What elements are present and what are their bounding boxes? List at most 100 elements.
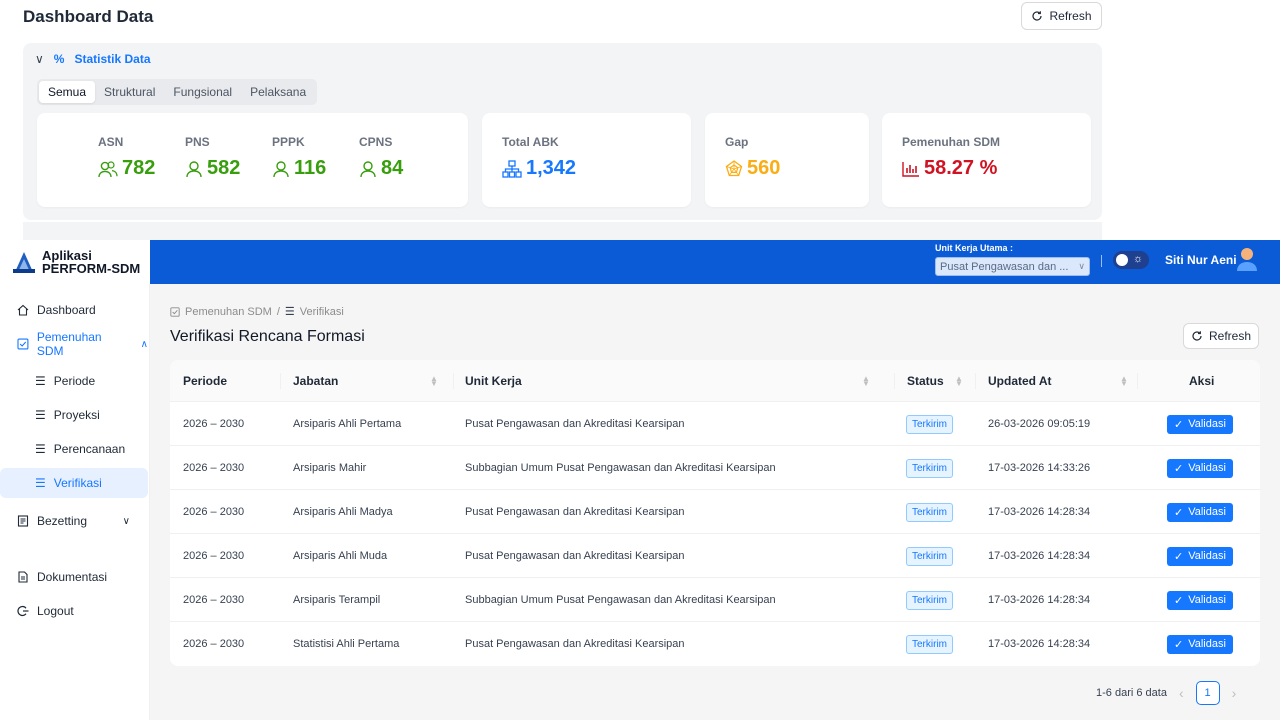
validasi-label: Validasi	[1188, 506, 1226, 518]
sidebar-item-label: Dashboard	[37, 303, 96, 317]
pemenuhan-metric: Pemenuhan SDM 58.27 %	[902, 135, 1000, 180]
validasi-button[interactable]: ✓ Validasi	[1167, 634, 1233, 654]
navbar-divider	[1101, 255, 1102, 267]
pppk-metric: PPPK 116	[272, 135, 326, 180]
sidebar-item-proyeksi[interactable]: ☰ Proyeksi	[0, 400, 148, 430]
sort-icon[interactable]: ▲ ▼	[955, 374, 963, 388]
cell-periode: 2026 – 2030	[183, 418, 245, 430]
validasi-button[interactable]: ✓ Validasi	[1167, 590, 1233, 610]
sidebar: Dashboard Pemenuhan SDM ∧ ☰ Periode ☰ Pr…	[0, 284, 150, 720]
chevron-down-icon: ∨	[122, 515, 130, 527]
dashboard-refresh-label: Refresh	[1049, 9, 1092, 23]
cell-unit-kerja: Pusat Pengawasan dan Akreditasi Kearsipa…	[465, 638, 685, 650]
tab-semua[interactable]: Semua	[39, 81, 96, 103]
logout-icon	[17, 605, 29, 617]
pppk-value: 116	[294, 157, 327, 179]
status-badge: Terkirim	[906, 502, 953, 522]
sidebar-item-label: Logout	[37, 604, 74, 618]
page-number-button[interactable]: 1	[1195, 681, 1220, 705]
check-icon: ✓	[1174, 418, 1184, 431]
cell-jabatan: Arsiparis Mahir	[293, 462, 367, 474]
validasi-button[interactable]: ✓ Validasi	[1167, 414, 1233, 434]
cell-periode: 2026 – 2030	[183, 638, 245, 650]
pagination: 1-6 dari 6 data ‹ 1 ›	[1096, 681, 1236, 705]
column-status[interactable]: Status ▲ ▼	[907, 360, 967, 402]
unit-kerja-value: Pusat Pengawasan dan ...	[940, 260, 1068, 273]
sidebar-item-dashboard[interactable]: Dashboard	[0, 295, 148, 325]
cell-updated-at: 17-03-2026 14:33:26	[988, 462, 1091, 474]
sun-icon: ☼	[1133, 253, 1144, 265]
check-icon: ✓	[1174, 550, 1184, 563]
org-chart-icon	[502, 159, 522, 178]
gap-metric: Gap 560	[725, 135, 780, 180]
cell-jabatan: Arsiparis Ahli Muda	[293, 550, 388, 562]
unit-kerja-select[interactable]: Pusat Pengawasan dan ... ∨	[935, 257, 1090, 276]
check-icon: ✓	[1174, 594, 1184, 607]
bar-chart-icon	[902, 161, 919, 177]
tab-struktural[interactable]: Struktural	[104, 85, 156, 99]
pemenuhan-sdm-card: Pemenuhan SDM 58.27 %	[882, 113, 1091, 207]
cell-updated-at: 17-03-2026 14:28:34	[988, 550, 1091, 562]
avatar[interactable]	[1236, 246, 1258, 272]
app-brand[interactable]: Aplikasi PERFORM-SDM	[0, 240, 150, 284]
percent-icon: %	[53, 52, 65, 66]
column-updated-at-label: Updated At	[988, 374, 1052, 388]
breadcrumb-pemenuhan-sdm[interactable]: Pemenuhan SDM	[185, 305, 272, 318]
refresh-icon	[1032, 11, 1043, 21]
validasi-button[interactable]: ✓ Validasi	[1167, 502, 1233, 522]
breadcrumb: Pemenuhan SDM / ☰ Verifikasi	[170, 305, 344, 318]
app-name-line2: PERFORM-SDM	[42, 261, 141, 276]
sort-icon[interactable]: ▲ ▼	[430, 374, 438, 388]
sidebar-item-label: Dokumentasi	[37, 570, 108, 584]
chevron-right-icon[interactable]: ›	[1231, 685, 1237, 701]
user-name[interactable]: Siti Nur Aeni	[1165, 253, 1237, 267]
sidebar-item-label: Verifikasi	[53, 476, 102, 490]
check-icon: ✓	[1174, 638, 1184, 651]
tab-fungsional[interactable]: Fungsional	[173, 85, 233, 99]
pemenuhan-label: Pemenuhan SDM	[902, 135, 1001, 149]
sidebar-item-label: Perencanaan	[53, 442, 126, 456]
chevron-left-icon[interactable]: ‹	[1178, 685, 1184, 701]
list-icon: ☰	[35, 442, 46, 456]
sidebar-item-perencanaan[interactable]: ☰ Perencanaan	[0, 434, 148, 464]
checkbox-icon	[170, 306, 180, 317]
table-row: 2026 – 2030 Statistisi Ahli Pertama Pusa…	[170, 622, 1260, 666]
cell-periode: 2026 – 2030	[183, 462, 245, 474]
sidebar-item-verifikasi[interactable]: ☰ Verifikasi	[0, 468, 148, 498]
column-status-label: Status	[907, 374, 944, 388]
tab-pelaksana[interactable]: Pelaksana	[250, 85, 307, 99]
list-icon: ☰	[35, 476, 46, 490]
cell-periode: 2026 – 2030	[183, 594, 245, 606]
dashboard-refresh-button[interactable]: Refresh	[1021, 2, 1102, 30]
pns-label: PNS	[185, 135, 210, 149]
sidebar-item-dokumentasi[interactable]: Dokumentasi	[0, 562, 148, 592]
list-icon: ☰	[35, 408, 46, 422]
sort-icon[interactable]: ▲ ▼	[862, 374, 870, 388]
validasi-button[interactable]: ✓ Validasi	[1167, 546, 1233, 566]
validasi-button[interactable]: ✓ Validasi	[1167, 458, 1233, 478]
refresh-icon	[1192, 331, 1202, 341]
breadcrumb-verifikasi: Verifikasi	[299, 305, 344, 318]
refresh-label: Refresh	[1208, 329, 1252, 343]
pemenuhan-value: 58.27 %	[924, 157, 998, 179]
status-badge: Terkirim	[906, 546, 953, 566]
document-icon	[17, 515, 29, 527]
sidebar-item-pemenuhan-sdm[interactable]: Pemenuhan SDM ∧	[0, 329, 148, 359]
column-unit-kerja[interactable]: Unit Kerja ▲ ▼	[465, 360, 875, 402]
app-logo-icon	[13, 252, 35, 273]
column-jabatan[interactable]: Jabatan ▲ ▼	[293, 360, 443, 402]
user-icon	[273, 160, 289, 177]
sidebar-item-logout[interactable]: Logout	[0, 596, 148, 626]
total-abk-metric: Total ABK 1,342	[502, 135, 576, 180]
table-header: Periode Jabatan ▲ ▼ Unit Kerja ▲ ▼ Status …	[170, 360, 1260, 402]
sidebar-item-periode[interactable]: ☰ Periode	[0, 366, 148, 396]
theme-toggle[interactable]: ☼	[1113, 251, 1149, 269]
cell-jabatan: Arsiparis Ahli Madya	[293, 506, 393, 518]
sort-icon[interactable]: ▲ ▼	[1120, 374, 1128, 388]
statistik-header[interactable]: ∨ % Statistik Data	[35, 52, 151, 66]
refresh-button[interactable]: Refresh	[1183, 323, 1259, 349]
column-updated-at[interactable]: Updated At ▲ ▼	[988, 360, 1128, 402]
sidebar-item-bezetting[interactable]: Bezetting ∨	[0, 506, 148, 536]
chevron-up-icon: ∧	[140, 338, 148, 350]
cell-unit-kerja: Subbagian Umum Pusat Pengawasan dan Akre…	[465, 462, 776, 474]
